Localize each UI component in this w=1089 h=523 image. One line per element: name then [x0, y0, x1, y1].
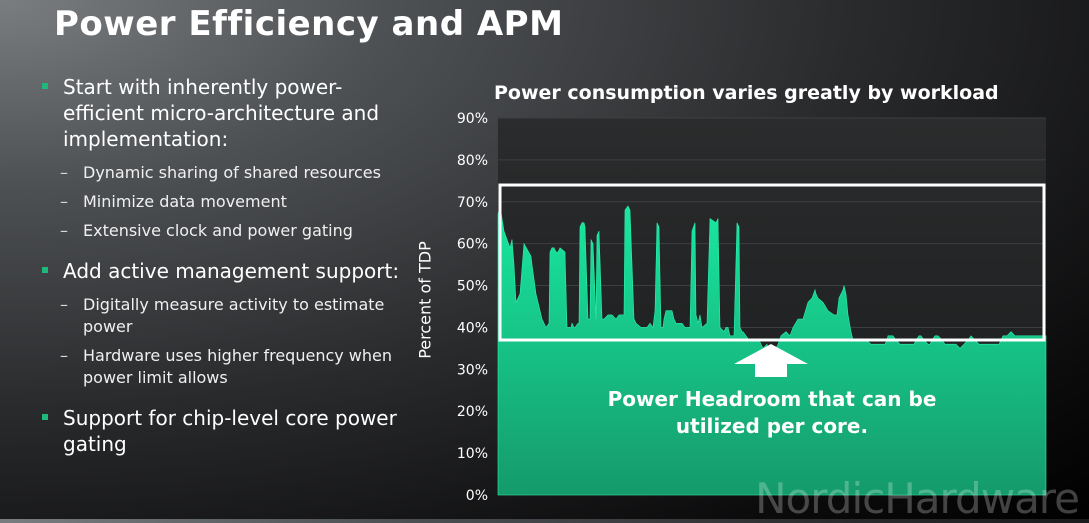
watermark: NordicHardware — [755, 474, 1080, 523]
up-arrow-icon — [734, 344, 808, 378]
bullet-marker — [42, 83, 48, 89]
y-tick-label: 30% — [457, 362, 488, 378]
y-tick-label: 60% — [457, 237, 488, 253]
headroom-box — [498, 183, 1046, 342]
y-tick-label: 90% — [457, 111, 488, 127]
bullet-list: Start with inherently power-efficient mi… — [40, 74, 420, 467]
y-tick-label: 20% — [457, 404, 488, 420]
sub-bullet-text: Minimize data movement — [83, 192, 287, 211]
bullet-2-sublist: – Digitally measure activity to estimate … — [60, 294, 420, 389]
sub-bullet-text: Extensive clock and power gating — [83, 221, 353, 240]
bullet-marker — [42, 267, 48, 273]
bullet-marker — [42, 414, 48, 420]
bullet-1-sublist: – Dynamic sharing of shared resources – Mi… — [60, 162, 420, 242]
y-tick-label: 50% — [457, 279, 488, 295]
y-tick-label: 0% — [466, 488, 488, 504]
sub-bullet: – Extensive clock and power gating — [60, 221, 353, 240]
bullet-3-text: Support for chip-level core power gating — [63, 406, 397, 456]
bullet-3: Support for chip-level core power gating — [40, 405, 420, 457]
y-tick-label: 80% — [457, 153, 488, 169]
sub-bullet-text: Hardware uses higher frequency when powe… — [83, 346, 393, 387]
bullet-2: Add active management support: — [40, 258, 420, 284]
power-area-series — [497, 205, 1047, 496]
sub-bullet-text: Digitally measure activity to estimate p… — [83, 295, 385, 336]
sub-bullet-text: Dynamic sharing of shared resources — [83, 163, 381, 182]
y-tick-label: 10% — [457, 446, 488, 462]
bullet-1: Start with inherently power-efficient mi… — [40, 74, 420, 152]
bullet-2-text: Add active management support: — [63, 259, 400, 283]
chart-title: Power consumption varies greatly by work… — [494, 82, 999, 104]
sub-bullet: – Hardware uses higher frequency when pow… — [60, 346, 393, 387]
sub-bullet: – Dynamic sharing of shared resources — [60, 163, 381, 182]
y-tick-label: 70% — [457, 195, 488, 211]
sub-bullet: – Digitally measure activity to estimate … — [60, 295, 385, 336]
slide-title: Power Efficiency and APM — [54, 4, 564, 44]
headroom-annotation: Power Headroom that can be utilized per … — [607, 387, 937, 438]
sub-bullet: – Minimize data movement — [60, 192, 287, 211]
bullet-1-text: Start with inherently power-efficient mi… — [63, 75, 380, 151]
y-tick-label: 40% — [457, 320, 488, 336]
